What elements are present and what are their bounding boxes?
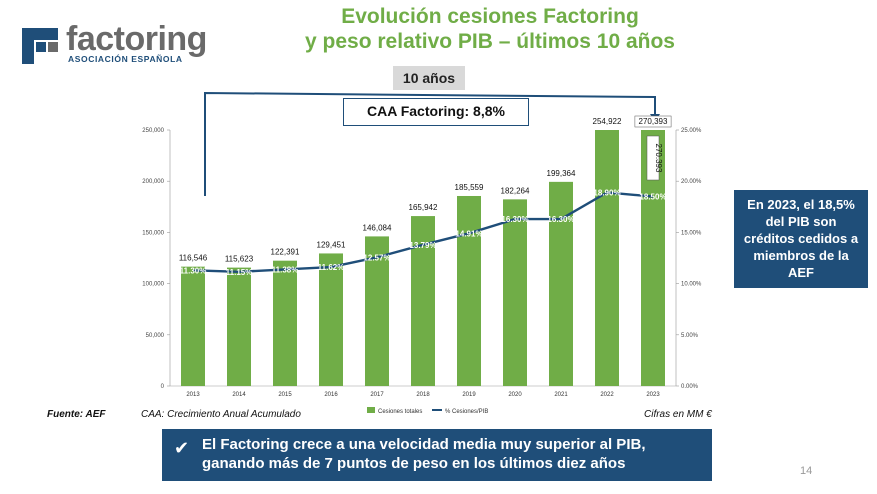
x-tick-label: 2023 — [646, 392, 660, 398]
bar-2014 — [227, 267, 251, 386]
bar-value-label: 185,559 — [455, 183, 484, 192]
bar-value-label: 129,451 — [317, 240, 346, 249]
y-left-tick-label: 250,000 — [142, 128, 164, 134]
bar-2016 — [319, 253, 343, 386]
pib-share-line — [192, 191, 654, 274]
bar-2020 — [503, 199, 527, 386]
banner-text: El Factoring crece a una velocidad media… — [202, 436, 646, 472]
bar-value-box — [404, 202, 442, 214]
legend-bar-swatch — [367, 407, 375, 413]
bar-2013 — [181, 266, 205, 386]
y-left-tick-label: 100,000 — [142, 282, 164, 288]
bar-2022 — [595, 130, 619, 386]
bar-value-label: 199,364 — [547, 169, 576, 178]
logo-subtitle: ASOCIACIÓN ESPAÑOLA — [68, 54, 183, 64]
y-left-tick-label: 150,000 — [142, 230, 164, 236]
line-series: 11.30% 11.15% 11.38% 11.62% 12.57% 13.79% 14.9… — [180, 188, 667, 276]
page-number: 14 — [800, 465, 813, 477]
source-note: Fuente: AEF — [47, 409, 106, 420]
pib-share-label: 18.90% — [593, 188, 620, 197]
bar-2015 — [273, 260, 297, 386]
x-tick-label: 2015 — [278, 392, 292, 398]
bar-value-box — [174, 252, 212, 264]
bar-value-label: 165,942 — [409, 203, 438, 212]
bar-value-label: 146,084 — [363, 223, 392, 232]
x-tick-label: 2022 — [600, 392, 614, 398]
conclusion-banner: ✔ El Factoring crece a una velocidad med… — [162, 429, 712, 481]
bar-value-label: 270,393 — [639, 117, 668, 126]
chart-legend: Cesiones totales % Cesiones/PIB — [367, 407, 488, 415]
bar-value-label: 182,264 — [501, 186, 530, 195]
x-tick-label: 2018 — [416, 392, 430, 398]
checkmark-icon: ✔ — [174, 438, 190, 458]
page-title: Evolución cesiones Factoring y peso rela… — [250, 4, 730, 54]
rotated-annotation: 270.393 — [654, 144, 663, 173]
x-tick-label: 2020 — [508, 392, 522, 398]
bar-value-box — [588, 116, 626, 127]
x-tick-label: 2014 — [232, 392, 246, 398]
bar-value-box — [634, 115, 672, 128]
bar-2019 — [457, 195, 481, 386]
pib-share-label: 11.38% — [272, 265, 299, 274]
rotated-annotation-box — [646, 135, 660, 181]
pib-share-label: 11.30% — [180, 266, 207, 275]
caa-note: CAA: Crecimiento Anual Acumulado — [141, 409, 301, 420]
bar-2017 — [365, 236, 389, 386]
y-left-tick-label: 0 — [161, 384, 165, 390]
bar-value-label: 122,391 — [271, 248, 300, 257]
bar-2021 — [549, 181, 573, 386]
x-tick-label: 2013 — [186, 392, 200, 398]
bar-value-box — [220, 253, 258, 265]
bracket-line — [204, 91, 656, 196]
x-tick-label: 2017 — [370, 392, 384, 398]
y-right-tick-label: 20.00% — [681, 179, 702, 185]
pib-share-label: 11.62% — [318, 263, 345, 272]
bar-value-box — [312, 239, 350, 251]
aef-logo: factoring ASOCIACIÓN ESPAÑOLA — [22, 20, 212, 68]
bar-value-label: 116,546 — [179, 254, 208, 263]
y-right-tick-label: 25.00% — [681, 128, 702, 134]
pib-share-label: 14.91% — [455, 229, 482, 238]
chart-axes: 0 50,000 100,000 150,000 200,000 250,000 0.00%… — [142, 128, 702, 398]
title-line-1: Evolución cesiones Factoring — [341, 5, 639, 28]
bar-value-box — [266, 246, 304, 258]
y-right-tick-label: 15.00% — [681, 230, 702, 236]
pib-share-label: 12.57% — [363, 253, 390, 262]
y-right-tick-label: 5.00% — [681, 333, 699, 339]
bar-value-box — [450, 181, 488, 193]
pib-share-label: 13.79% — [409, 241, 436, 250]
x-tick-label: 2019 — [462, 392, 476, 398]
title-line-2: y peso relativo PIB – últimos 10 años — [305, 30, 675, 53]
caa-box: CAA Factoring: 8,8% — [343, 98, 529, 126]
bar-value-box — [542, 167, 580, 179]
logo-mark-icon — [22, 28, 58, 64]
info-box: En 2023, el 18,5% del PIB son créditos c… — [734, 190, 868, 288]
years-badge: 10 años — [393, 66, 465, 90]
pib-share-label: 16.30% — [501, 215, 528, 224]
bar-value-box — [496, 185, 534, 197]
y-right-tick-label: 10.00% — [681, 282, 702, 288]
legend-bar-label: Cesiones totales — [378, 409, 422, 415]
bar-value-box — [358, 222, 396, 234]
pib-share-label: 18.50% — [639, 193, 666, 202]
y-right-tick-label: 0.00% — [681, 384, 699, 390]
pib-share-label: 16.30% — [547, 215, 574, 224]
bar-value-label: 254,922 — [593, 117, 622, 126]
y-left-tick-label: 200,000 — [142, 179, 164, 185]
bar-value-label: 115,623 — [225, 255, 254, 264]
x-tick-label: 2021 — [554, 392, 568, 398]
logo-word: factoring — [66, 20, 207, 58]
data-labels: 116,546 115,623 122,391 129,451 146,084 165,9… — [174, 115, 672, 265]
y-left-tick-label: 50,000 — [146, 333, 165, 339]
pib-share-label: 11.15% — [226, 268, 253, 277]
legend-line-label: % Cesiones/PIB — [445, 409, 488, 415]
units-note: Cifras en MM € — [644, 409, 712, 420]
x-tick-label: 2016 — [324, 392, 338, 398]
